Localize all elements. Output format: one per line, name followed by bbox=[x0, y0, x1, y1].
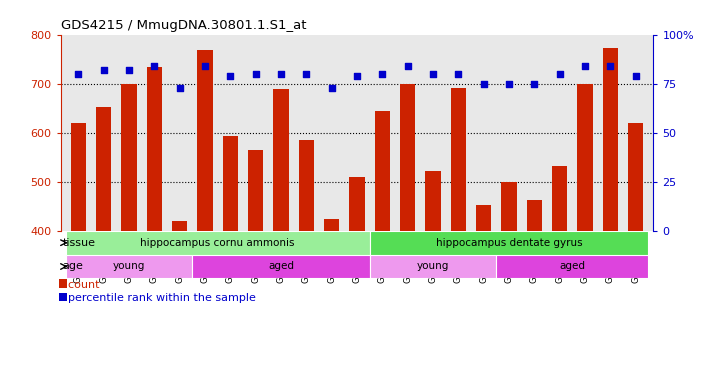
Text: count: count bbox=[61, 280, 99, 290]
Bar bbox=[172, 221, 187, 231]
Text: tissue: tissue bbox=[63, 238, 96, 248]
Point bbox=[503, 81, 515, 87]
Bar bbox=[223, 136, 238, 231]
Bar bbox=[527, 200, 542, 231]
Point bbox=[351, 73, 363, 79]
Point bbox=[73, 71, 84, 77]
Bar bbox=[192, 255, 370, 278]
Point bbox=[124, 67, 135, 73]
Bar bbox=[96, 107, 111, 231]
Bar bbox=[248, 150, 263, 231]
Point bbox=[326, 84, 338, 91]
Bar bbox=[59, 293, 67, 301]
Bar bbox=[603, 48, 618, 231]
Text: age: age bbox=[63, 262, 84, 271]
Point bbox=[579, 63, 590, 69]
Text: hippocampus cornu ammonis: hippocampus cornu ammonis bbox=[141, 238, 295, 248]
Bar bbox=[349, 177, 365, 231]
Point bbox=[427, 71, 438, 77]
Point bbox=[453, 71, 464, 77]
Point bbox=[98, 67, 109, 73]
Text: GDS4215 / MmugDNA.30801.1.S1_at: GDS4215 / MmugDNA.30801.1.S1_at bbox=[61, 19, 306, 32]
Point bbox=[301, 71, 312, 77]
Bar bbox=[375, 111, 390, 231]
Bar bbox=[71, 123, 86, 231]
Bar bbox=[198, 50, 213, 231]
Point bbox=[276, 71, 287, 77]
Bar bbox=[298, 140, 314, 231]
Bar bbox=[578, 84, 593, 231]
Bar bbox=[324, 218, 339, 231]
Bar bbox=[400, 84, 416, 231]
Bar bbox=[628, 123, 643, 231]
Point bbox=[376, 71, 388, 77]
Bar bbox=[501, 182, 516, 231]
Text: percentile rank within the sample: percentile rank within the sample bbox=[61, 293, 256, 303]
Bar bbox=[476, 205, 491, 231]
Point bbox=[402, 63, 413, 69]
Bar bbox=[370, 255, 496, 278]
Bar bbox=[147, 68, 162, 231]
Point bbox=[250, 71, 261, 77]
Point bbox=[554, 71, 565, 77]
Text: aged: aged bbox=[559, 262, 585, 271]
Point bbox=[149, 63, 160, 69]
Point bbox=[174, 84, 186, 91]
Point bbox=[605, 63, 616, 69]
Point bbox=[199, 63, 211, 69]
Text: hippocampus dentate gyrus: hippocampus dentate gyrus bbox=[436, 238, 582, 248]
Text: aged: aged bbox=[268, 262, 294, 271]
Bar bbox=[496, 255, 648, 278]
Point bbox=[478, 81, 489, 87]
Point bbox=[630, 73, 641, 79]
Bar bbox=[121, 84, 136, 231]
Bar bbox=[552, 166, 567, 231]
Bar bbox=[451, 88, 466, 231]
Bar bbox=[426, 171, 441, 231]
Point bbox=[528, 81, 540, 87]
Bar bbox=[66, 231, 370, 255]
Bar bbox=[66, 255, 192, 278]
Text: young: young bbox=[113, 262, 145, 271]
Point bbox=[225, 73, 236, 79]
Text: young: young bbox=[417, 262, 449, 271]
Bar bbox=[273, 89, 288, 231]
Bar bbox=[59, 280, 67, 288]
Bar bbox=[370, 231, 648, 255]
